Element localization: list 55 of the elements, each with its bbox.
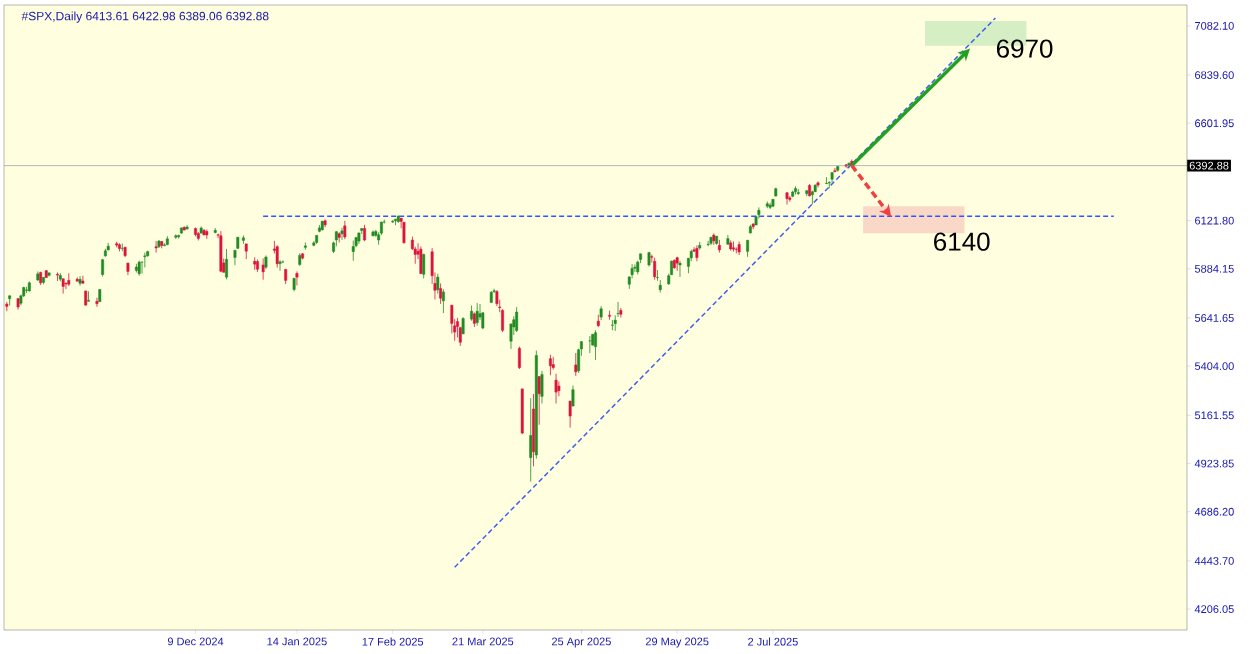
candlestick (518, 346, 521, 370)
x-tick-label: 14 Jan 2025 (267, 637, 327, 646)
candlestick (551, 356, 555, 371)
candlestick (515, 306, 519, 333)
candlestick (653, 257, 657, 281)
candlestick (436, 273, 440, 294)
candlestick (81, 275, 85, 285)
y-tick-label: 4686.20 (1194, 507, 1234, 516)
y-tick-label: 5884.15 (1194, 264, 1234, 273)
x-tick-label: 9 Dec 2024 (167, 637, 224, 646)
candlestick (295, 271, 299, 286)
candlestick (825, 176, 828, 185)
candlestick (422, 253, 426, 279)
x-tick-label: 25 Apr 2025 (551, 637, 611, 648)
candlestick (571, 385, 575, 407)
candlestick (529, 397, 533, 482)
x-tick-label: 2 Jul 2025 (748, 637, 798, 646)
candlestick (656, 269, 659, 282)
annotation: 6140 (934, 232, 990, 251)
candlestick (540, 370, 544, 404)
y-tick-label: 6601.95 (1195, 119, 1234, 128)
candlestick (610, 319, 614, 331)
candlestick (816, 181, 820, 188)
candlestick (537, 376, 541, 426)
y-tick-label: 4443.70 (1194, 557, 1234, 565)
candlestick (574, 352, 578, 377)
y-tick-label: 6839.60 (1195, 71, 1234, 79)
candlestick (87, 290, 90, 302)
y-tick-label: 5161.55 (1194, 411, 1234, 420)
candlestick (275, 244, 279, 269)
y-tick-label: 5641.65 (1194, 314, 1234, 322)
candlestick (343, 220, 347, 240)
y-tick-label: 7082.10 (1195, 21, 1234, 30)
candlestick (695, 244, 699, 262)
candlestick (737, 241, 741, 256)
candlestick (351, 240, 355, 262)
candlestick (95, 297, 99, 308)
y-tick-label: 4206.05 (1194, 605, 1234, 613)
candlestick (323, 218, 327, 228)
candlestick (608, 310, 612, 321)
candlestick (261, 258, 265, 281)
y-tick-label: 4923.85 (1194, 459, 1234, 468)
y-tick-label: 6121.80 (1195, 216, 1234, 225)
ref-line-label: 6392.88 (1189, 161, 1229, 170)
candlestick (402, 221, 406, 245)
text: #SPX,Daily 6413.61 6422.98 6389.06 6392.88 (21, 11, 269, 23)
candlestick (678, 260, 682, 278)
candlestick (554, 373, 558, 404)
y-tick-label: 5404.00 (1194, 362, 1234, 371)
annotation: 6970 (996, 39, 1053, 58)
x-tick-label: 21 Mar 2025 (452, 637, 514, 646)
x-tick-label: 17 Feb 2025 (362, 637, 424, 646)
candlestick (568, 400, 572, 429)
x-tick-label: 29 May 2025 (645, 637, 709, 648)
candlestick (549, 354, 552, 376)
